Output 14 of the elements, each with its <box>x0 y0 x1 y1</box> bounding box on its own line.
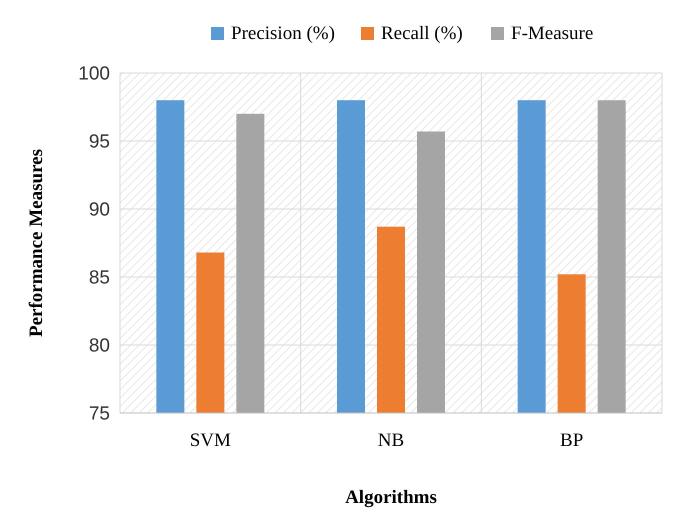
y-tick-label: 90 <box>88 200 110 221</box>
legend-label: F-Measure <box>511 23 594 44</box>
x-tick-label: SVM <box>190 430 232 451</box>
y-axis-title: Performance Measures <box>26 149 47 337</box>
legend-label: Precision (%) <box>231 23 335 44</box>
y-tick-label: 75 <box>88 404 110 425</box>
y-tick-label: 85 <box>88 268 110 289</box>
legend-label: Recall (%) <box>381 23 463 44</box>
y-tick-label: 100 <box>78 64 110 85</box>
y-tick-label: 80 <box>88 336 110 357</box>
x-tick-label: BP <box>560 430 584 451</box>
y-tick-label: 95 <box>88 132 110 153</box>
x-axis-title: Algorithms <box>345 487 437 508</box>
x-tick-label: NB <box>378 430 404 451</box>
